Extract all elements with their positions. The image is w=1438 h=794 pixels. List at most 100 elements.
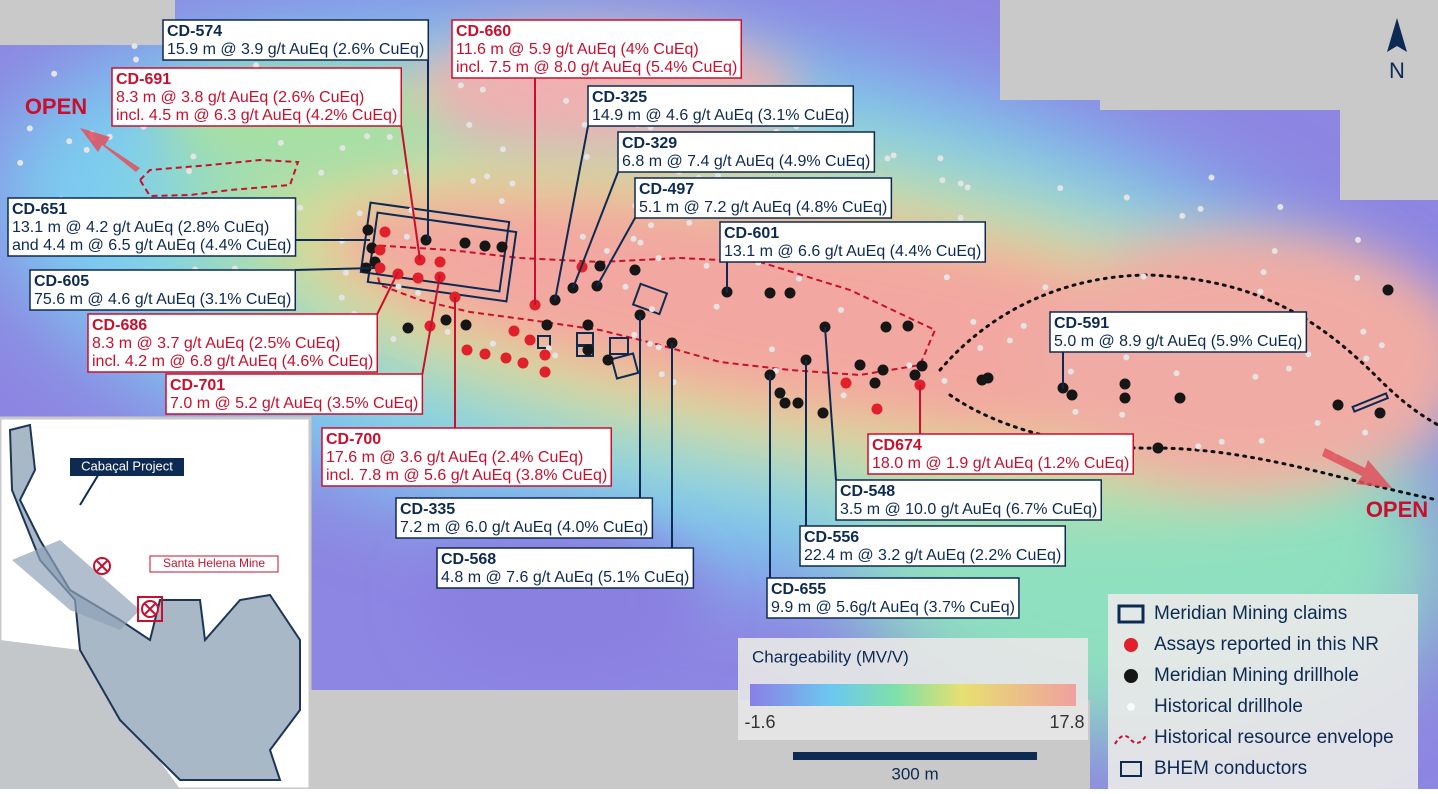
callout-result: 14.9 m @ 4.6 g/t AuEq (3.1% CuEq) [592, 107, 849, 124]
callout-box [29, 269, 297, 311]
drillhole [869, 377, 881, 389]
callout-result: 5.1 m @ 7.2 g/t AuEq (4.8% CuEq) [639, 199, 887, 216]
legend-label: BHEM conductors [1154, 758, 1307, 779]
callout-box [451, 19, 743, 79]
legend-label: Meridian Mining claims [1154, 603, 1347, 624]
historical-drillhole [186, 168, 193, 175]
callout-box [617, 131, 876, 173]
historical-drillhole [658, 371, 665, 378]
drillhole [982, 372, 994, 384]
open-label: OPEN [1366, 497, 1428, 522]
historical-drillhole [796, 275, 803, 282]
drillhole [1066, 389, 1078, 401]
drillhole [582, 344, 594, 356]
historical-drillhole [500, 146, 507, 153]
historical-drillhole [1197, 205, 1204, 212]
drillhole [629, 264, 641, 276]
historical-drillhole [17, 159, 24, 166]
drillhole [779, 397, 791, 409]
reported-assay [840, 377, 852, 389]
drillhole [460, 319, 472, 331]
reported-assay [508, 325, 520, 337]
historical-drillhole [457, 82, 464, 89]
reported-assay [539, 366, 551, 378]
historical-drillhole [1067, 368, 1074, 375]
historical-drillhole [386, 134, 393, 141]
historical-drillhole [583, 153, 590, 160]
historical-drillhole [338, 294, 345, 301]
historical-drillhole [133, 56, 140, 63]
callout-box [165, 373, 424, 415]
reported-assay [461, 344, 473, 356]
drillhole [877, 364, 889, 376]
callout-result: 7.0 m @ 5.2 g/t AuEq (3.5% CuEq) [170, 395, 418, 412]
callout-box [766, 577, 1020, 619]
colorbar-panel: Chargeability (MV/V) -1.6 17.8 [738, 638, 1088, 740]
historical-drillhole [937, 155, 944, 162]
historical-drillhole [713, 303, 720, 310]
historical-drillhole [1173, 370, 1180, 377]
callout-id: CD-651 [12, 201, 67, 218]
historical-drillhole [890, 152, 897, 159]
historical-drillhole [1252, 373, 1259, 380]
callout-id: CD-686 [92, 317, 147, 334]
historical-drillhole [1354, 236, 1361, 243]
reported-assay [434, 256, 446, 268]
callout-result: 75.6 m @ 4.6 g/t AuEq (3.1% CuEq) [34, 291, 291, 308]
legend-label: Historical drillhole [1154, 696, 1303, 717]
callout-id: CD-335 [400, 501, 455, 518]
historical-drillhole [1123, 194, 1130, 201]
drillhole [594, 260, 606, 272]
drillhole [362, 224, 374, 236]
colorbar [750, 684, 1076, 706]
callout-result: incl. 4.5 m @ 6.3 g/t AuEq (4.2% CuEq) [116, 107, 397, 124]
historical-drillhole [489, 340, 496, 347]
historical-drillhole [1314, 420, 1321, 427]
callout-id: CD-655 [771, 581, 826, 598]
historical-drillhole [66, 138, 73, 145]
leader-line [295, 267, 376, 271]
leader-line [376, 271, 399, 315]
drillhole [880, 321, 892, 333]
reported-assay [500, 352, 512, 364]
historical-drillhole [579, 233, 586, 240]
callout-id: CD674 [872, 437, 922, 454]
open-label: OPEN [25, 94, 87, 119]
historical-drillhole [840, 392, 847, 399]
historical-drillhole [1271, 248, 1278, 255]
reported-assay [374, 244, 386, 256]
historical-drillhole [390, 336, 397, 343]
historical-drillhole [939, 177, 946, 184]
callout-id: CD-556 [804, 529, 859, 546]
historical-drillhole [1260, 269, 1267, 276]
callout-id: CD-574 [167, 23, 222, 40]
callout-id: CD-325 [592, 89, 647, 106]
historical-drillhole [1119, 411, 1126, 418]
historical-drillhole [648, 306, 655, 313]
legend-swatch [1124, 638, 1138, 652]
historical-drillhole [339, 144, 346, 151]
historical-drillhole [1354, 274, 1361, 281]
callout-result: incl. 7.5 m @ 8.0 g/t AuEq (5.4% CuEq) [456, 59, 737, 76]
historical-drillhole [395, 283, 402, 290]
historical-drillhole [838, 306, 845, 313]
historical-drillhole [941, 377, 948, 384]
historical-drillhole [943, 274, 950, 281]
callout-id: CD-605 [34, 273, 89, 290]
legend-swatch [1120, 761, 1142, 777]
leader-line [400, 125, 421, 261]
historical-drillhole [403, 233, 410, 240]
callout-box [634, 177, 893, 219]
historical-drillhole [1362, 429, 1369, 436]
callout-id: CD-660 [456, 23, 511, 40]
historical-drillhole [484, 173, 491, 180]
historical-drillhole [1305, 351, 1312, 358]
historical-drillhole [631, 331, 638, 338]
historical-drillhole [342, 269, 349, 276]
historical-drillhole [498, 198, 505, 205]
